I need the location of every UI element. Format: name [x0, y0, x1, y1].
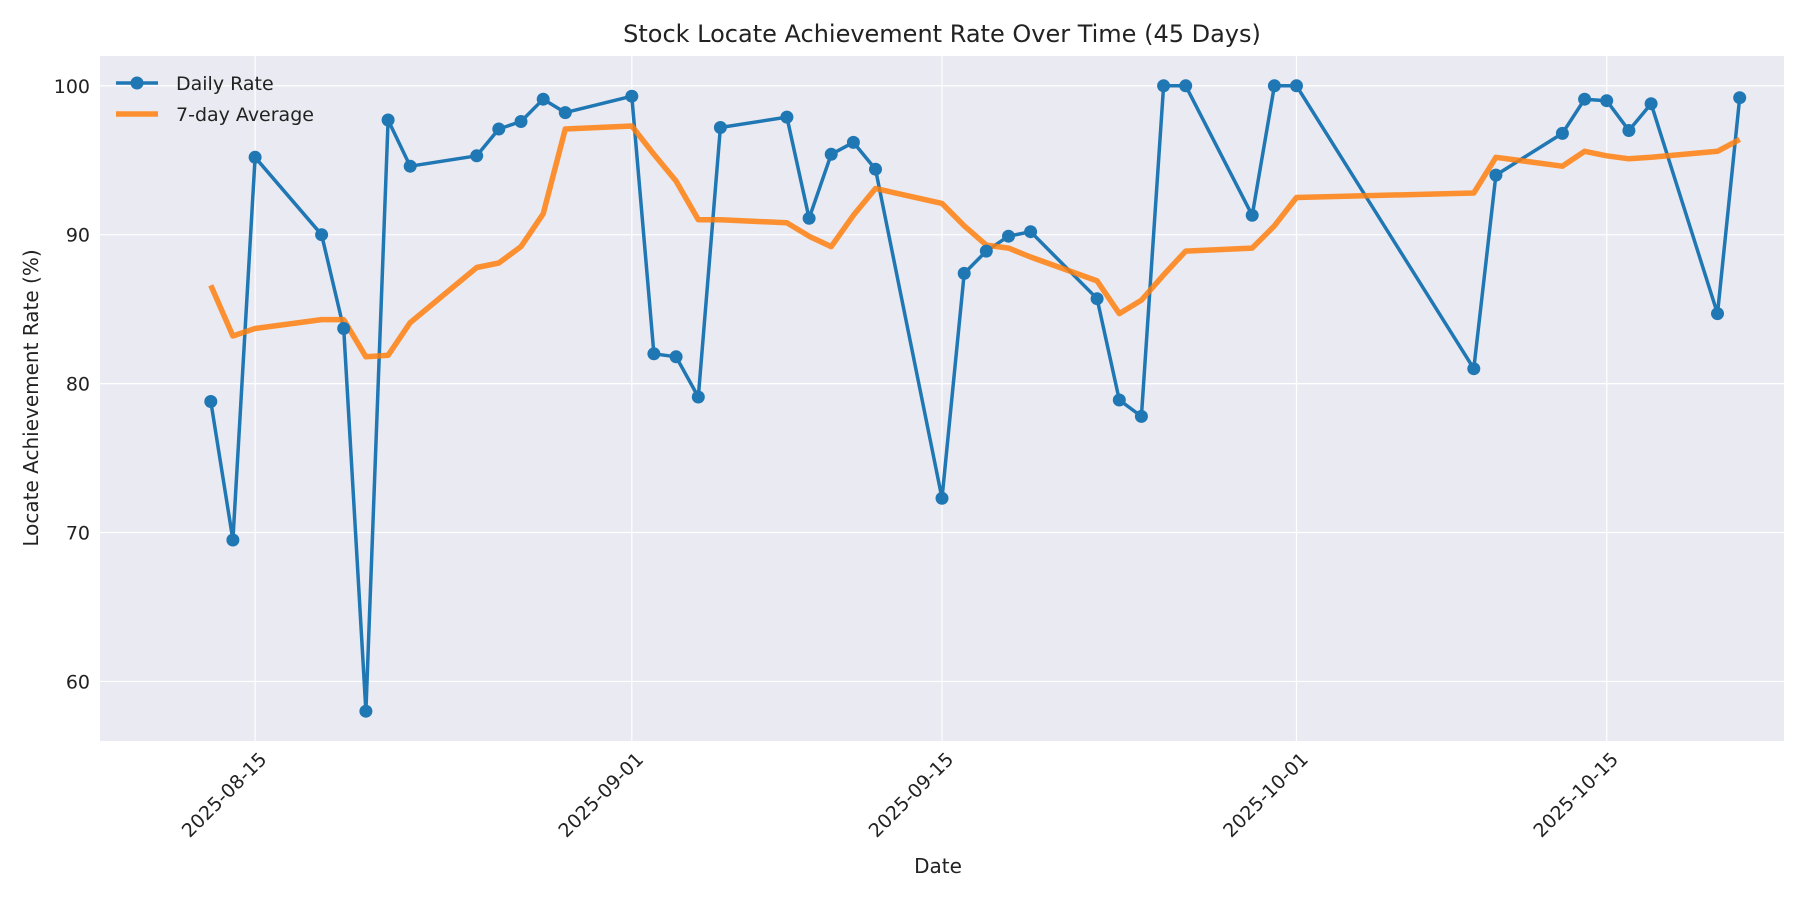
- daily-rate-point: [1267, 79, 1281, 93]
- daily-rate-point: [470, 149, 484, 163]
- daily-rate-point: [1134, 409, 1148, 423]
- daily-rate-point: [248, 150, 262, 164]
- daily-rate-point: [1157, 79, 1171, 93]
- y-tick-label: 90: [66, 225, 90, 247]
- daily-rate-point: [1090, 292, 1104, 306]
- daily-rate-point: [1489, 168, 1503, 182]
- daily-rate-point: [647, 347, 661, 361]
- daily-rate-point: [625, 89, 639, 103]
- daily-rate-point: [957, 266, 971, 280]
- daily-rate-point: [226, 533, 240, 547]
- legend: Daily Rate 7-day Average: [116, 73, 314, 126]
- daily-rate-point: [1002, 229, 1015, 243]
- daily-rate-point: [780, 110, 794, 124]
- daily-rate-point: [1467, 362, 1481, 376]
- daily-rate-point: [1600, 94, 1614, 108]
- seven-day-average-line: [208, 123, 1741, 360]
- daily-rate-point: [492, 122, 506, 136]
- daily-rate-point: [691, 390, 705, 404]
- daily-rate-point: [979, 244, 993, 258]
- daily-rate-point: [802, 211, 816, 225]
- daily-rate-point: [1024, 225, 1038, 239]
- legend-daily-rate-marker: [130, 76, 144, 90]
- daily-rate-point: [1711, 307, 1724, 321]
- daily-rate-point: [337, 322, 351, 335]
- daily-rate-point: [824, 147, 838, 161]
- legend-7day-average-label: 7-day Average: [176, 104, 314, 126]
- daily-rate-point: [1622, 124, 1636, 137]
- daily-rate-point: [846, 135, 860, 149]
- x-axis-label: Date: [914, 854, 962, 878]
- daily-rate-point: [1644, 97, 1658, 111]
- daily-rate-point: [381, 113, 395, 127]
- daily-rate-point: [359, 704, 373, 718]
- daily-rate-point: [713, 121, 727, 134]
- y-tick-label: 100: [54, 76, 90, 98]
- daily-rate-point: [204, 395, 218, 408]
- y-axis-label: Locate Achievement Rate (%): [19, 249, 43, 546]
- daily-rate-point: [669, 350, 683, 364]
- daily-rate-point: [403, 159, 417, 173]
- daily-rate-point: [1112, 393, 1126, 407]
- daily-rate-point: [869, 162, 882, 176]
- legend-daily-rate-label: Daily Rate: [176, 73, 274, 95]
- daily-rate-point: [1245, 208, 1259, 222]
- chart-title: Stock Locate Achievement Rate Over Time …: [623, 20, 1261, 48]
- y-tick-label: 70: [66, 523, 90, 545]
- daily-rate-point: [536, 92, 550, 106]
- daily-rate-point: [935, 491, 949, 505]
- daily-rate-point: [1290, 79, 1303, 93]
- daily-rate-point: [1578, 92, 1592, 106]
- y-tick-label: 80: [66, 374, 90, 396]
- series-layer: [204, 79, 1747, 718]
- y-tick-label: 60: [66, 671, 90, 693]
- daily-rate-point: [1733, 91, 1747, 105]
- daily-rate-point: [1179, 79, 1193, 93]
- daily-rate-point: [315, 228, 329, 242]
- daily-rate-point: [1555, 126, 1569, 140]
- daily-rate-point: [514, 115, 528, 128]
- daily-rate-point: [558, 106, 572, 120]
